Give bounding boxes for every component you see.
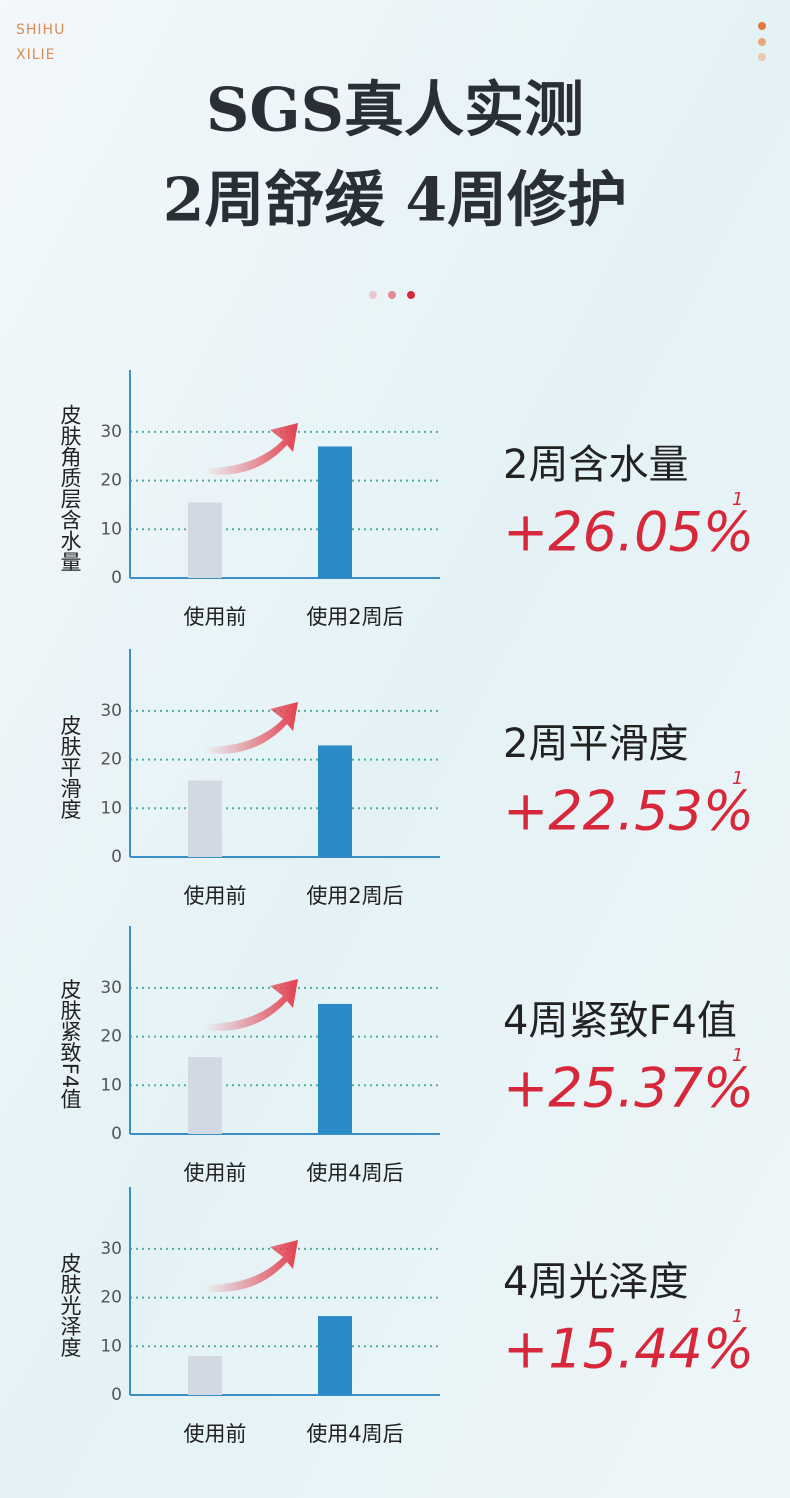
dot — [388, 291, 396, 299]
y-axis-label: 皮肤角质层含水量 — [58, 404, 82, 572]
annotation-value: +22.53% — [503, 780, 754, 843]
annotation-note: 1 — [732, 489, 743, 510]
annotation-title: 4周光泽度 — [503, 1259, 688, 1305]
y-tick-label: 20 — [100, 471, 122, 491]
title: SGS真人实测 — [206, 76, 584, 146]
dot — [758, 38, 766, 46]
y-tick-label: 20 — [100, 1027, 122, 1047]
y-tick-label: 10 — [100, 1336, 122, 1356]
y-tick-label: 10 — [100, 1075, 122, 1095]
x-tick-label: 使用2周后 — [306, 605, 403, 629]
trend-arrow — [205, 1240, 298, 1292]
x-tick-label: 使用前 — [184, 1161, 247, 1185]
x-tick-label: 使用4周后 — [306, 1422, 403, 1446]
annotation-title: 2周含水量 — [503, 442, 688, 488]
bar — [188, 1356, 222, 1395]
annotation-value: +25.37% — [503, 1057, 754, 1120]
y-tick-label: 30 — [100, 978, 122, 998]
x-tick-label: 使用前 — [184, 884, 247, 908]
annotation-note: 1 — [732, 768, 743, 789]
dot — [758, 22, 766, 30]
bar — [188, 502, 222, 578]
dot — [407, 291, 415, 299]
brand: SHIHU — [16, 22, 65, 38]
bar — [318, 1316, 352, 1395]
dot — [758, 53, 766, 61]
annotation-title: 4周紧致F4值 — [503, 998, 737, 1044]
bar — [188, 780, 222, 857]
y-tick-label: 30 — [100, 422, 122, 442]
y-tick-label: 0 — [111, 1124, 122, 1144]
annotation-note: 1 — [732, 1045, 743, 1066]
y-tick-label: 20 — [100, 1288, 122, 1308]
y-tick-label: 30 — [100, 1239, 122, 1259]
brand: XILIE — [16, 47, 56, 63]
trend-arrow — [205, 702, 298, 754]
y-tick-label: 10 — [100, 519, 122, 539]
y-axis-label: 皮肤光泽度 — [58, 1253, 82, 1358]
y-axis-label: 皮肤紧致F4值 — [58, 979, 82, 1110]
x-tick-label: 使用前 — [184, 605, 247, 629]
annotation-value: +26.05% — [503, 501, 754, 564]
y-tick-label: 0 — [111, 568, 122, 588]
trend-arrow — [205, 979, 298, 1031]
title: 2周舒缓 4周修护 — [163, 166, 627, 236]
x-tick-label: 使用4周后 — [306, 1161, 403, 1185]
bar — [318, 745, 352, 857]
annotation-note: 1 — [732, 1306, 743, 1327]
bar — [188, 1057, 222, 1134]
trend-arrow — [205, 423, 298, 475]
y-tick-label: 10 — [100, 798, 122, 818]
y-tick-label: 20 — [100, 750, 122, 770]
y-axis-label: 皮肤平滑度 — [58, 715, 82, 820]
annotation-value: +15.44% — [503, 1318, 754, 1381]
y-tick-label: 0 — [111, 1385, 122, 1405]
x-tick-label: 使用2周后 — [306, 884, 403, 908]
y-tick-label: 30 — [100, 701, 122, 721]
x-tick-label: 使用前 — [184, 1422, 247, 1446]
bar — [318, 446, 352, 578]
bar — [318, 1003, 352, 1134]
annotation-title: 2周平滑度 — [503, 721, 688, 767]
y-tick-label: 0 — [111, 847, 122, 867]
dot — [369, 291, 377, 299]
